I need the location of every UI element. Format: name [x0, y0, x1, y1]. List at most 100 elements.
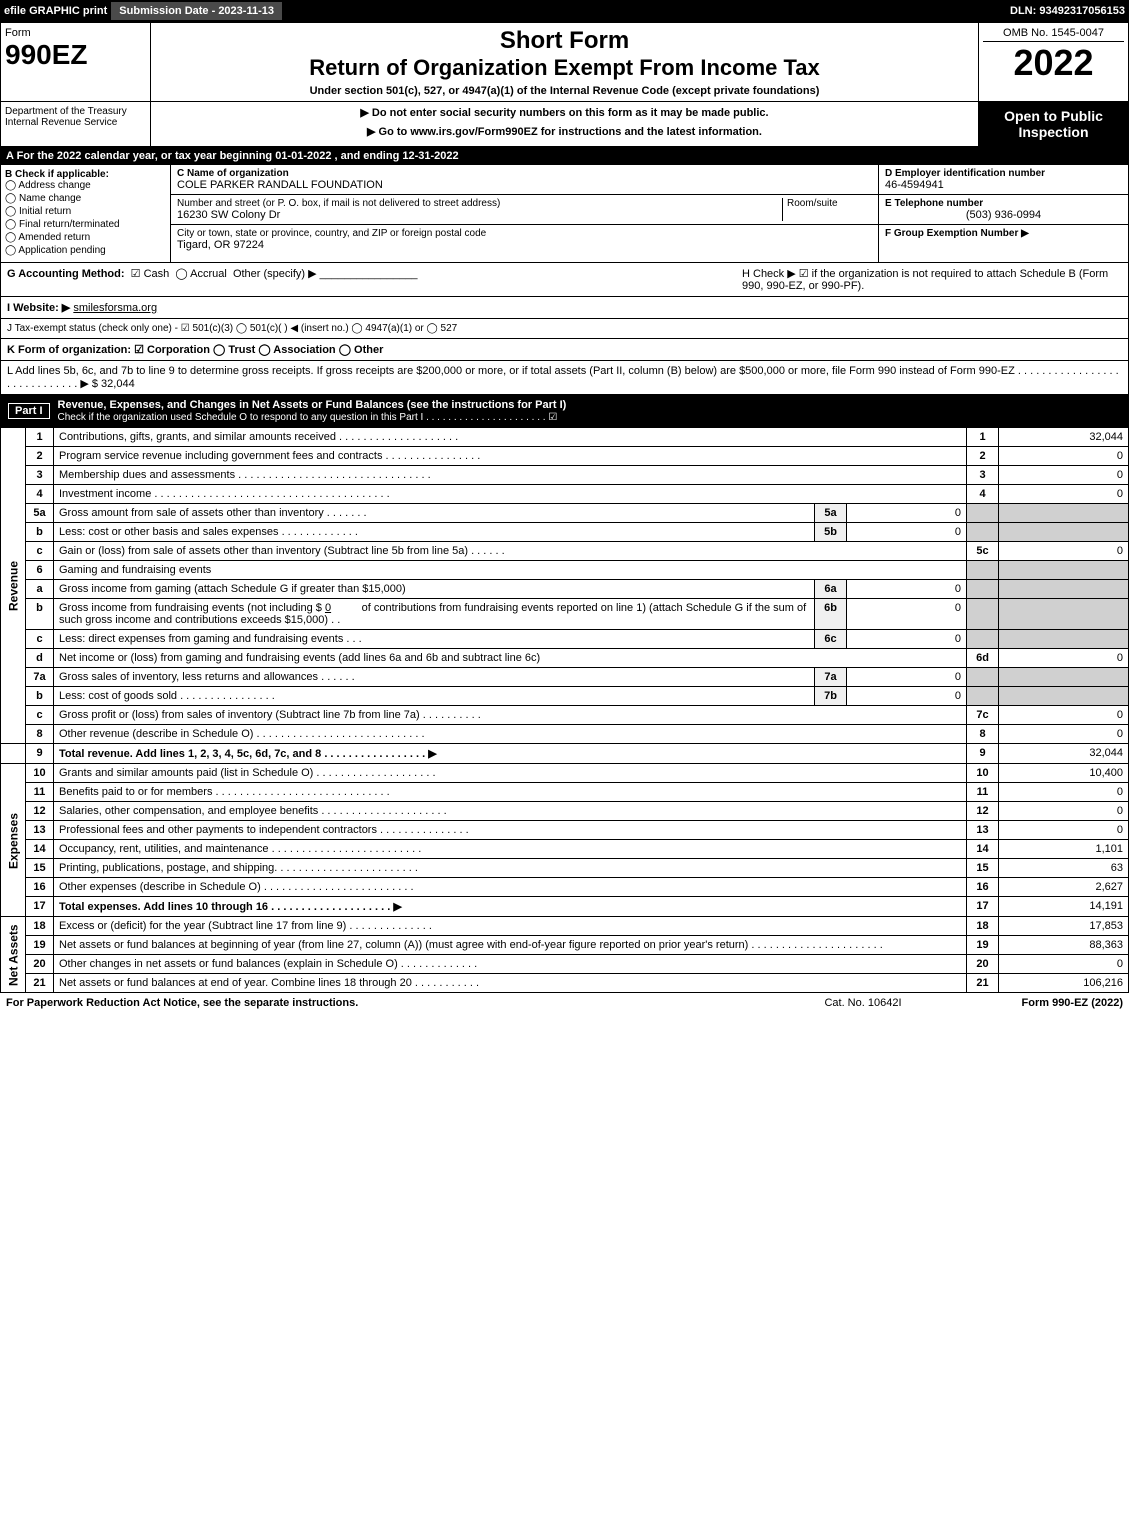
ein-label: D Employer identification number	[885, 168, 1122, 179]
line-19-desc: Net assets or fund balances at beginning…	[54, 936, 967, 955]
line-6a-num: a	[26, 580, 54, 599]
line-10-num: 10	[26, 764, 54, 783]
line-h: H Check ▶ ☑ if the organization is not r…	[742, 267, 1122, 292]
line-9-num: 9	[26, 744, 54, 764]
city-label: City or town, state or province, country…	[177, 228, 872, 239]
note-instructions: ▶ Go to www.irs.gov/Form990EZ for instru…	[155, 125, 974, 138]
section-bcdef: B Check if applicable: ◯ Address change …	[0, 165, 1129, 263]
addr-label: Number and street (or P. O. box, if mail…	[177, 198, 782, 209]
city-cell: City or town, state or province, country…	[171, 225, 878, 254]
part-1-header: Part I Revenue, Expenses, and Changes in…	[0, 395, 1129, 427]
expenses-vertical-label: Expenses	[1, 764, 26, 917]
line-7c-desc: Gross profit or (loss) from sales of inv…	[54, 706, 967, 725]
line-4-desc: Investment income . . . . . . . . . . . …	[54, 485, 967, 504]
line-20-value: 0	[999, 955, 1129, 974]
efile-label: efile GRAPHIC print	[4, 5, 107, 17]
line-g-label: G Accounting Method:	[7, 268, 125, 280]
row-k: K Form of organization: ☑ Corporation ◯ …	[0, 339, 1129, 361]
header-center: Short Form Return of Organization Exempt…	[151, 23, 978, 101]
note-ssn: ▶ Do not enter social security numbers o…	[155, 106, 974, 119]
line-16-value: 2,627	[999, 878, 1129, 897]
revenue-vertical-label: Revenue	[1, 428, 26, 744]
line-5b-mval: 0	[847, 523, 967, 542]
header: Form 990EZ Short Form Return of Organiza…	[0, 22, 1129, 102]
line-6b-desc: Gross income from fundraising events (no…	[54, 599, 815, 630]
line-7a-desc: Gross sales of inventory, less returns a…	[54, 668, 815, 687]
chk-amended-return[interactable]: ◯ Amended return	[5, 232, 166, 243]
line-6a-mval: 0	[847, 580, 967, 599]
phone-value: (503) 936-0994	[885, 209, 1122, 221]
ein-value: 46-4594941	[885, 179, 1122, 191]
line-5a-num: 5a	[26, 504, 54, 523]
website-label: I Website: ▶	[7, 302, 70, 314]
dept-treasury: Department of the Treasury Internal Reve…	[1, 102, 151, 146]
line-7b-mnum: 7b	[815, 687, 847, 706]
line-6b-mnum: 6b	[815, 599, 847, 630]
box-b-title: B Check if applicable:	[5, 169, 166, 180]
line-14-value: 1,101	[999, 840, 1129, 859]
line-7b-desc: Less: cost of goods sold . . . . . . . .…	[54, 687, 815, 706]
line-7a-mval: 0	[847, 668, 967, 687]
line-6c-desc: Less: direct expenses from gaming and fu…	[54, 630, 815, 649]
line-7c-rnum: 7c	[967, 706, 999, 725]
open-inspection: Open to Public Inspection	[978, 102, 1128, 146]
chk-name-change[interactable]: ◯ Name change	[5, 193, 166, 204]
line-l-text: L Add lines 5b, 6c, and 7b to line 9 to …	[7, 365, 1119, 390]
line-4-num: 4	[26, 485, 54, 504]
line-9-desc: Total revenue. Add lines 1, 2, 3, 4, 5c,…	[54, 744, 967, 764]
line-6-desc: Gaming and fundraising events	[54, 561, 967, 580]
phone-label: E Telephone number	[885, 198, 1122, 209]
line-6-num: 6	[26, 561, 54, 580]
irs-label: Internal Revenue Service	[5, 117, 146, 128]
sub-header: Department of the Treasury Internal Reve…	[0, 102, 1129, 147]
group-exemption-cell: F Group Exemption Number ▶	[879, 225, 1128, 242]
line-20-num: 20	[26, 955, 54, 974]
line-14-num: 14	[26, 840, 54, 859]
netassets-vertical-label: Net Assets	[1, 917, 26, 993]
line-6c-mval: 0	[847, 630, 967, 649]
omb-number: OMB No. 1545-0047	[983, 27, 1124, 42]
line-7c-num: c	[26, 706, 54, 725]
line-8-desc: Other revenue (describe in Schedule O) .…	[54, 725, 967, 744]
submission-date: Submission Date - 2023-11-13	[111, 2, 282, 20]
line-3-value: 0	[999, 466, 1129, 485]
line-17-num: 17	[26, 897, 54, 917]
line-9-value: 32,044	[999, 744, 1129, 764]
org-name-label: C Name of organization	[177, 168, 872, 179]
part-1-table: Revenue 1 Contributions, gifts, grants, …	[0, 427, 1129, 993]
line-18-num: 18	[26, 917, 54, 936]
line-15-desc: Printing, publications, postage, and shi…	[54, 859, 967, 878]
line-5a-mval: 0	[847, 504, 967, 523]
tax-year: 2022	[983, 42, 1124, 84]
line-5a-desc: Gross amount from sale of assets other t…	[54, 504, 815, 523]
return-title: Return of Organization Exempt From Incom…	[155, 55, 974, 81]
line-1-value: 32,044	[999, 428, 1129, 447]
line-17-desc: Total expenses. Add lines 10 through 16 …	[54, 897, 967, 917]
line-12-num: 12	[26, 802, 54, 821]
org-name-cell: C Name of organization COLE PARKER RANDA…	[171, 165, 878, 195]
chk-final-return[interactable]: ◯ Final return/terminated	[5, 219, 166, 230]
accounting-accrual: Accrual	[190, 268, 227, 280]
line-8-num: 8	[26, 725, 54, 744]
line-6c-num: c	[26, 630, 54, 649]
line-9-rnum: 9	[967, 744, 999, 764]
room-suite: Room/suite	[782, 198, 872, 221]
line-21-desc: Net assets or fund balances at end of ye…	[54, 974, 967, 993]
line-4-rnum: 4	[967, 485, 999, 504]
line-10-desc: Grants and similar amounts paid (list in…	[54, 764, 967, 783]
line-a: A For the 2022 calendar year, or tax yea…	[0, 147, 1129, 165]
line-14-desc: Occupancy, rent, utilities, and maintena…	[54, 840, 967, 859]
line-13-num: 13	[26, 821, 54, 840]
chk-application-pending[interactable]: ◯ Application pending	[5, 245, 166, 256]
chk-address-change[interactable]: ◯ Address change	[5, 180, 166, 191]
part-1-label: Part I	[8, 403, 50, 419]
footer: For Paperwork Reduction Act Notice, see …	[0, 993, 1129, 1013]
box-def: D Employer identification number 46-4594…	[878, 165, 1128, 262]
line-6d-rnum: 6d	[967, 649, 999, 668]
line-15-value: 63	[999, 859, 1129, 878]
line-6b-num: b	[26, 599, 54, 630]
chk-initial-return[interactable]: ◯ Initial return	[5, 206, 166, 217]
paperwork-notice: For Paperwork Reduction Act Notice, see …	[6, 997, 358, 1009]
org-name: COLE PARKER RANDALL FOUNDATION	[177, 179, 872, 191]
line-18-value: 17,853	[999, 917, 1129, 936]
